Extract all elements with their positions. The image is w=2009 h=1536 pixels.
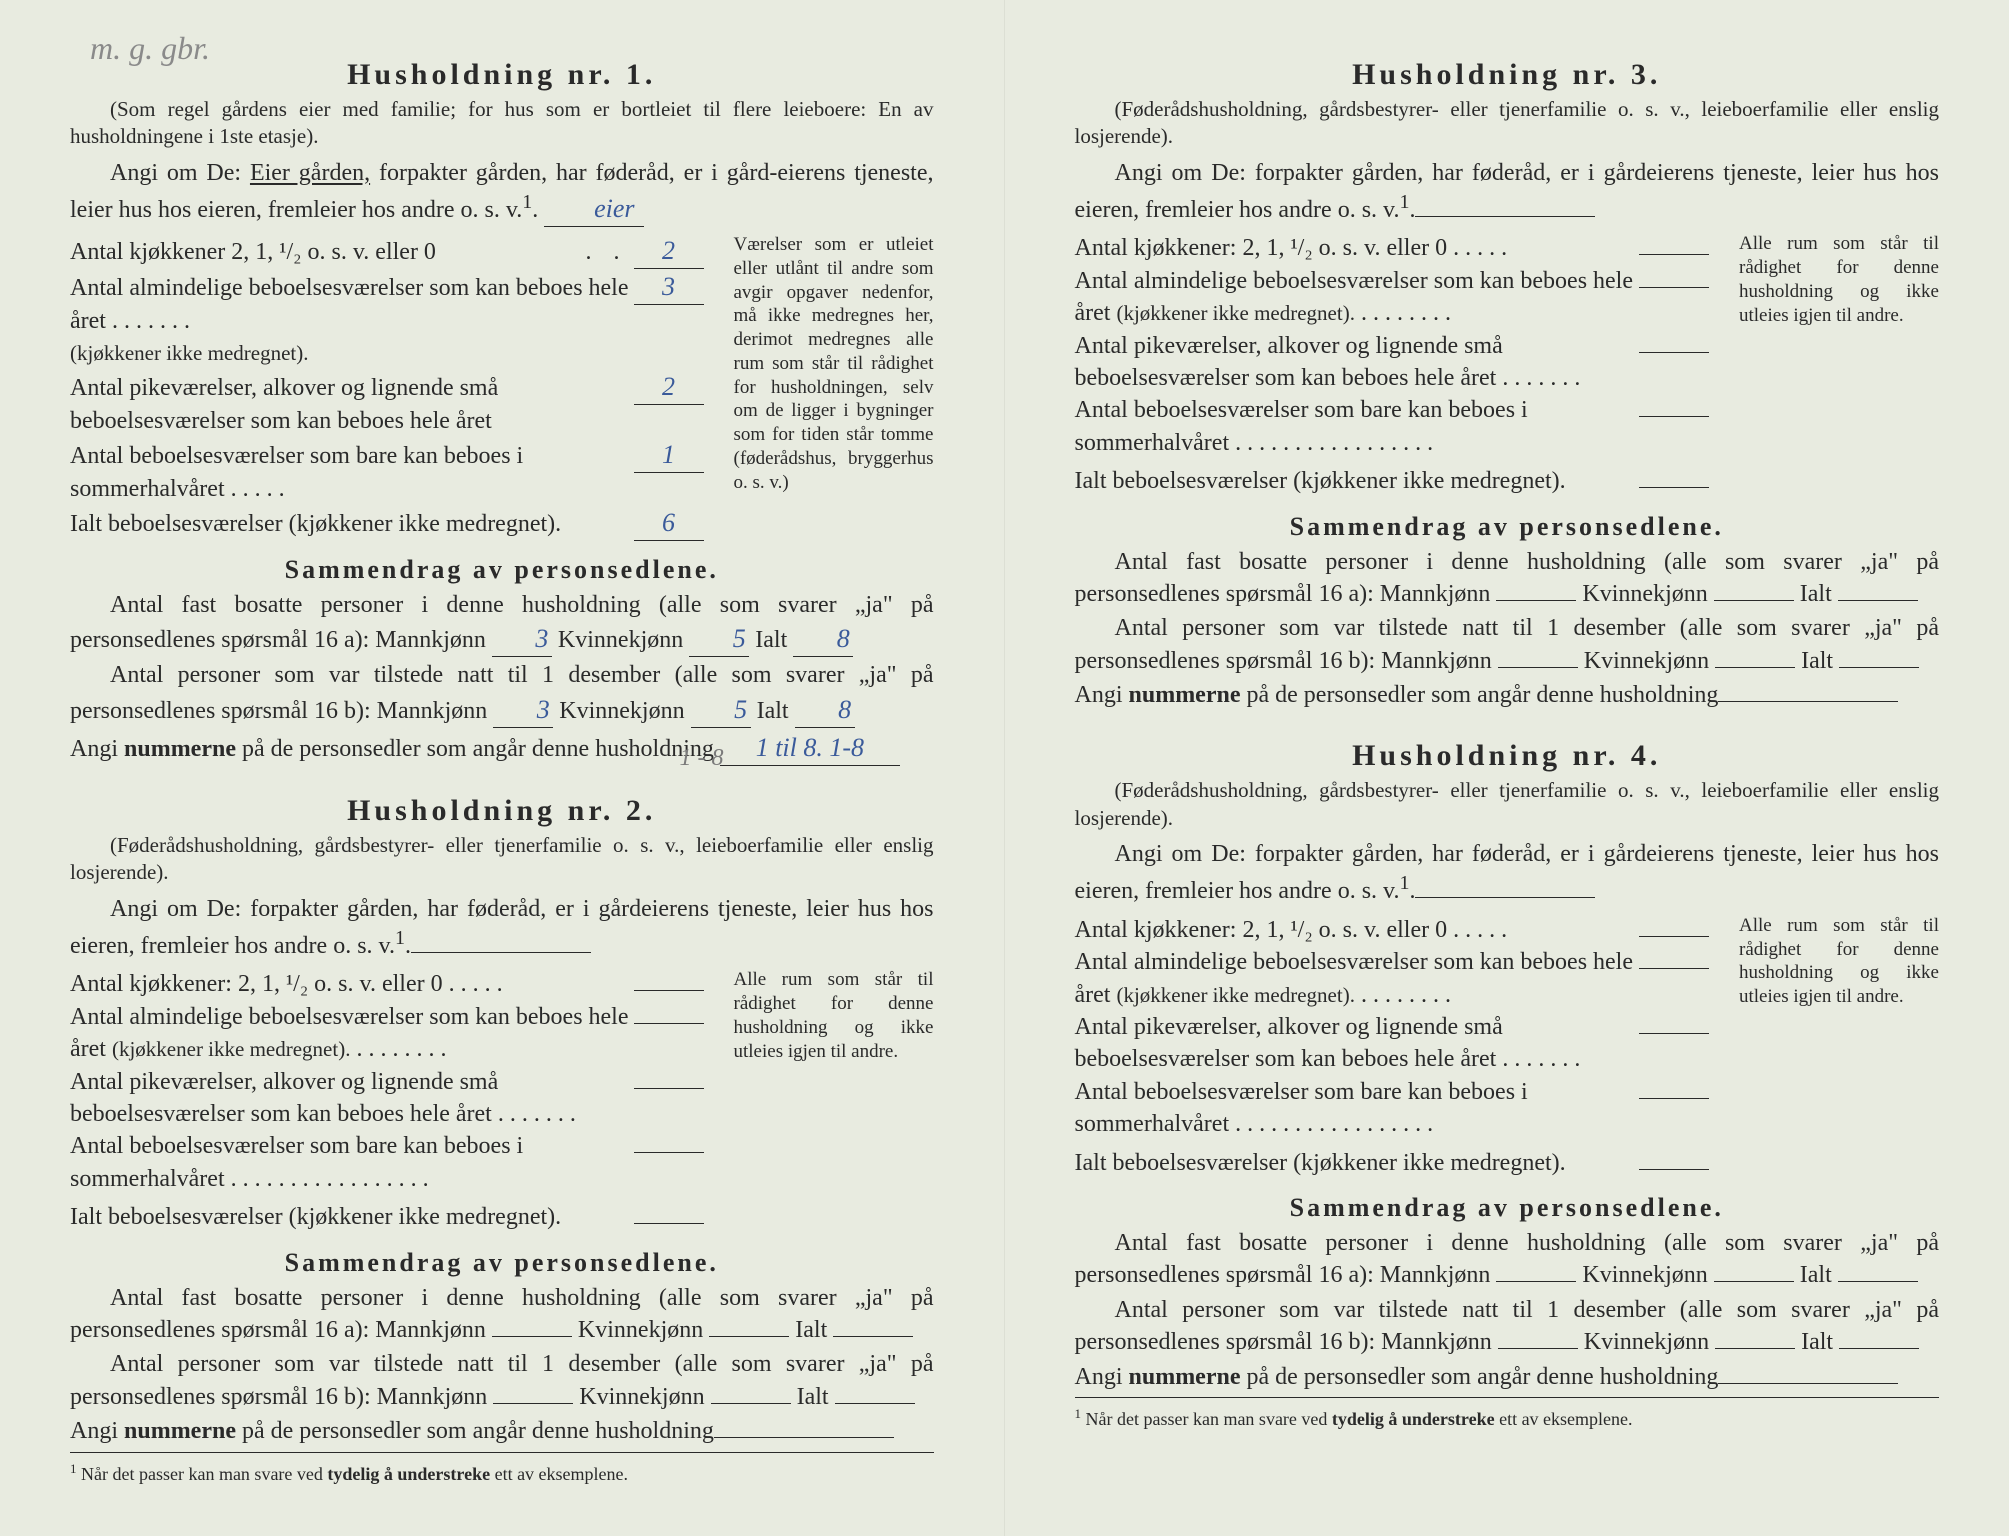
- side-note-2: Alle rum som står til rådighet for denne…: [716, 968, 934, 1233]
- h3-allyear-val[interactable]: [1639, 287, 1709, 288]
- household1-angi: Angi om De: Eier gården, forpakter gårde…: [70, 157, 934, 227]
- right-page: Husholdning nr. 3. (Føderådshusholdning,…: [1005, 0, 2009, 1536]
- present-k[interactable]: 5: [691, 692, 751, 728]
- summary4-title: Sammendrag av personsedlene.: [1075, 1193, 1940, 1223]
- summary3-title: Sammendrag av personsedlene.: [1075, 512, 1940, 542]
- present-line-2: Antal personer som var tilstede natt til…: [70, 1348, 934, 1413]
- numbers-line-1: Angi nummerne på de personsedler som ang…: [70, 730, 934, 766]
- allyear-val[interactable]: 3: [634, 269, 704, 305]
- h3-total: Ialt beboelsesværelser (kjøkkener ikke m…: [1075, 465, 1640, 497]
- household2-title: Husholdning nr. 2.: [70, 794, 934, 828]
- h3-kitchens: Antal kjøkkener: 2, 1, ¹/₂ o. s. v. elle…: [1075, 232, 1640, 264]
- resident-line-1: Antal fast bosatte personer i denne hush…: [70, 589, 934, 657]
- row-smallrooms: Antal pikeværelser, alkover og lignende …: [70, 369, 704, 437]
- h3-small-val[interactable]: [1639, 352, 1709, 353]
- kitchens-label: Antal kjøkkener 2, 1, ¹/₂ o. s. v. eller…: [70, 236, 580, 268]
- summary2-title: Sammendrag av personsedlene.: [70, 1248, 934, 1278]
- h4-summer-val[interactable]: [1639, 1098, 1709, 1099]
- h3-kitchens-val[interactable]: [1639, 254, 1709, 255]
- h3-summer: Antal beboelsesværelser som bare kan beb…: [1075, 394, 1640, 459]
- left-page: m. g. gbr. Husholdning nr. 1. (Som regel…: [0, 0, 1005, 1536]
- h4-small-val[interactable]: [1639, 1033, 1709, 1034]
- h2-total-val[interactable]: [634, 1223, 704, 1224]
- h4-allyear-val[interactable]: [1639, 968, 1709, 969]
- row-total: Ialt beboelsesværelser (kjøkkener ikke m…: [70, 505, 704, 541]
- angi-underlined: Eier gården,: [250, 160, 370, 186]
- pencil-note: m. g. gbr.: [90, 30, 210, 67]
- h4-kitchens-val[interactable]: [1639, 936, 1709, 937]
- h4-total: Ialt beboelsesværelser (kjøkkener ikke m…: [1075, 1147, 1640, 1179]
- household1-subtitle: (Som regel gårdens eier med familie; for…: [70, 96, 934, 151]
- h2-allyear-val[interactable]: [634, 1023, 704, 1024]
- h2-small-val[interactable]: [634, 1088, 704, 1089]
- h4-total-val[interactable]: [1639, 1169, 1709, 1170]
- allyear-label: Antal almindelige beboelsesværelser som …: [70, 272, 634, 369]
- footnote-left: 1 Når det passer kan man svare ved tydel…: [70, 1461, 934, 1485]
- present-line-3: Antal personer som var tilstede natt til…: [1075, 612, 1940, 677]
- total-label: Ialt beboelsesværelser (kjøkkener ikke m…: [70, 508, 634, 540]
- angi-pre: Angi om De:: [110, 160, 241, 186]
- h4-kitchens: Antal kjøkkener: 2, 1, ¹/₂ o. s. v. elle…: [1075, 914, 1640, 946]
- household3-angi: Angi om De: forpakter gården, har føderå…: [1075, 157, 1940, 227]
- summer-val[interactable]: 1: [634, 437, 704, 473]
- household3-subtitle: (Føderådshusholdning, gårdsbestyrer- ell…: [1075, 96, 1940, 151]
- numbers-line-3: Angi nummerne på de personsedler som ang…: [1075, 679, 1940, 711]
- h3-total-val[interactable]: [1639, 487, 1709, 488]
- resident-line-2: Antal fast bosatte personer i denne hush…: [70, 1282, 934, 1347]
- h2-summer: Antal beboelsesværelser som bare kan beb…: [70, 1130, 634, 1195]
- h2-kitchens: Antal kjøkkener: 2, 1, ¹/₂ o. s. v. elle…: [70, 968, 634, 1000]
- row-allyear: Antal almindelige beboelsesværelser som …: [70, 269, 704, 369]
- resident-m[interactable]: 3: [492, 621, 552, 657]
- h3-small: Antal pikeværelser, alkover og lignende …: [1075, 330, 1640, 395]
- household3-title: Husholdning nr. 3.: [1075, 58, 1940, 92]
- h4-small: Antal pikeværelser, alkover og lignende …: [1075, 1011, 1640, 1076]
- h4-summer: Antal beboelsesværelser som bare kan beb…: [1075, 1076, 1640, 1141]
- h3-allyear: Antal almindelige beboelsesværelser som …: [1075, 265, 1640, 330]
- resident-line-4: Antal fast bosatte personer i denne hush…: [1075, 1227, 1940, 1292]
- numbers-line-2: Angi nummerne på de personsedler som ang…: [70, 1415, 934, 1447]
- household4-angi: Angi om De: forpakter gården, har føderå…: [1075, 838, 1940, 908]
- side-note-3: Alle rum som står til rådighet for denne…: [1721, 232, 1939, 497]
- smallrooms-label: Antal pikeværelser, alkover og lignende …: [70, 372, 634, 437]
- pencil-extra: 1 - 8: [680, 745, 724, 772]
- present-total[interactable]: 8: [795, 692, 855, 728]
- summary1-title: Sammendrag av personsedlene.: [70, 555, 934, 585]
- angi-fill[interactable]: eier: [544, 191, 644, 227]
- h3-summer-val[interactable]: [1639, 416, 1709, 417]
- side-note-1: Værelser som er utleiet eller utlånt til…: [716, 233, 934, 541]
- smallrooms-val[interactable]: 2: [634, 369, 704, 405]
- angi-fill-2[interactable]: [411, 932, 591, 953]
- present-line-1: Antal personer som var tilstede natt til…: [70, 659, 934, 727]
- household4-subtitle: (Føderådshusholdning, gårdsbestyrer- ell…: [1075, 777, 1940, 832]
- household4-title: Husholdning nr. 4.: [1075, 739, 1940, 773]
- resident-k[interactable]: 5: [689, 621, 749, 657]
- numbers-fill[interactable]: 1 til 8. 1-8: [720, 730, 900, 766]
- total-val[interactable]: 6: [634, 505, 704, 541]
- side-note-4: Alle rum som står til rådighet for denne…: [1721, 914, 1939, 1179]
- present-m[interactable]: 3: [493, 692, 553, 728]
- kitchens-val[interactable]: 2: [634, 233, 704, 269]
- resident-total[interactable]: 8: [793, 621, 853, 657]
- numbers-line-4: Angi nummerne på de personsedler som ang…: [1075, 1361, 1940, 1393]
- footnote-right: 1 Når det passer kan man svare ved tydel…: [1075, 1406, 1940, 1430]
- h2-total: Ialt beboelsesværelser (kjøkkener ikke m…: [70, 1201, 634, 1233]
- resident-line-3: Antal fast bosatte personer i denne hush…: [1075, 546, 1940, 611]
- household2-subtitle: (Føderådshusholdning, gårdsbestyrer- ell…: [70, 832, 934, 887]
- h2-kitchens-val[interactable]: [634, 990, 704, 991]
- present-line-4: Antal personer som var tilstede natt til…: [1075, 1294, 1940, 1359]
- household2-angi: Angi om De: forpakter gården, har føderå…: [70, 893, 934, 963]
- h2-summer-val[interactable]: [634, 1152, 704, 1153]
- summer-label: Antal beboelsesværelser som bare kan beb…: [70, 440, 634, 505]
- row-summer: Antal beboelsesværelser som bare kan beb…: [70, 437, 704, 505]
- h2-small: Antal pikeværelser, alkover og lignende …: [70, 1066, 634, 1131]
- h2-allyear: Antal almindelige beboelsesværelser som …: [70, 1001, 634, 1066]
- h4-allyear: Antal almindelige beboelsesværelser som …: [1075, 946, 1640, 1011]
- sup1: 1: [522, 191, 532, 213]
- row-kitchens: Antal kjøkkener 2, 1, ¹/₂ o. s. v. eller…: [70, 233, 704, 269]
- dots: . .: [580, 236, 634, 268]
